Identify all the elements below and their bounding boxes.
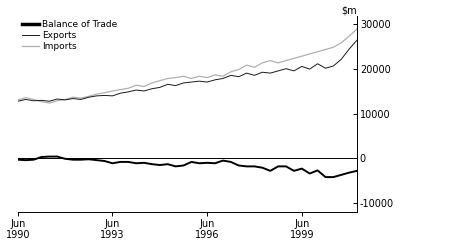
- Text: $m: $m: [341, 6, 357, 15]
- Legend: Balance of Trade, Exports, Imports: Balance of Trade, Exports, Imports: [22, 20, 118, 51]
